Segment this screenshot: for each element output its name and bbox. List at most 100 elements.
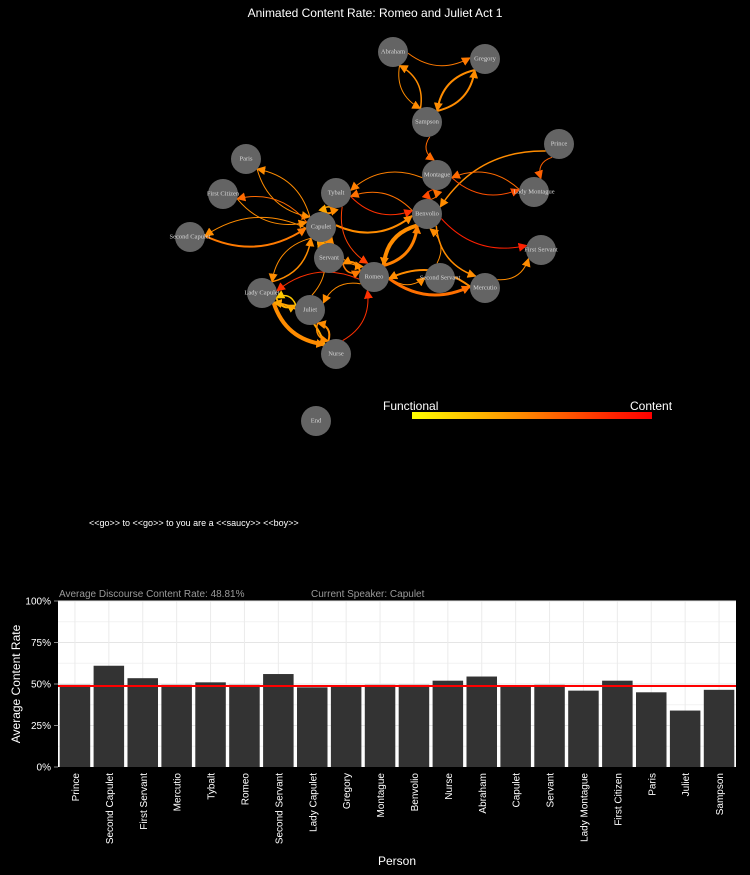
svg-text:Abraham: Abraham — [381, 48, 405, 55]
node-nurse: Nurse — [321, 339, 351, 369]
node-benvolio: Benvolio — [412, 199, 442, 229]
edge-abraham-to-sampson — [398, 65, 422, 109]
svg-text:Romeo: Romeo — [365, 273, 384, 280]
bar-second-servant — [263, 674, 294, 767]
node-servant: Servant — [314, 243, 344, 273]
node-lady-montague: Lady Montague — [513, 177, 555, 207]
edge-nurse-to-romeo — [342, 289, 373, 341]
edge-second-servant-to-benvolio — [429, 228, 442, 264]
node-mercutio: Mercutio — [470, 273, 500, 303]
x-tick-label: Servant — [546, 773, 557, 808]
node-gregory: Gregory — [470, 44, 500, 74]
edge-capulet-to-tybalt — [327, 206, 339, 216]
edge-paris-to-capulet — [256, 168, 311, 220]
svg-text:Montague: Montague — [424, 171, 450, 178]
node-first-citizen: First Citizen — [207, 179, 240, 209]
edge-lady-capulet-to-capulet — [271, 237, 315, 283]
legend-gradient-bar — [412, 412, 652, 419]
svg-text:Prince: Prince — [551, 140, 568, 147]
bar-first-servant — [127, 678, 159, 767]
gridlines — [58, 600, 736, 767]
node-end: End — [301, 406, 331, 436]
edge-first-citizen-to-capulet — [236, 198, 308, 229]
node-paris: Paris — [231, 144, 261, 174]
bar-montague — [364, 684, 396, 767]
bar-abraham — [466, 676, 498, 767]
x-tick-label: Romeo — [240, 773, 251, 806]
y-tick-label: 75% — [31, 638, 51, 649]
edge-gregory-to-sampson — [433, 69, 476, 112]
y-tick-label: 50% — [31, 680, 51, 691]
edge-lady-montague-to-montague — [450, 170, 520, 190]
edge-sampson-to-montague — [424, 136, 435, 161]
edge-sampson-to-gregory — [436, 69, 479, 112]
x-tick-label: Gregory — [342, 773, 353, 809]
svg-text:Lady Capulet: Lady Capulet — [244, 289, 279, 296]
svg-text:End: End — [311, 417, 322, 424]
node-montague: Montague — [422, 160, 452, 190]
node-second-servant: Second Servant — [420, 263, 460, 293]
edge-benvolio-to-montague — [430, 188, 443, 200]
svg-text:First Citizen: First Citizen — [207, 190, 240, 197]
bar-prince — [59, 684, 91, 767]
edge-abraham-to-gregory — [407, 52, 471, 67]
plot-area — [58, 601, 736, 767]
bar-nurse — [432, 680, 464, 767]
x-tick-label: Paris — [647, 773, 658, 796]
node-romeo: Romeo — [359, 262, 389, 292]
svg-text:Second Capulet: Second Capulet — [170, 233, 211, 240]
edge-servant-to-romeo — [342, 263, 361, 279]
chart-title: Animated Content Rate: Romeo and Juliet … — [247, 6, 503, 20]
svg-text:Mercutio: Mercutio — [473, 284, 497, 291]
edge-capulet-to-paris — [256, 166, 311, 218]
x-tick-label: Juliet — [681, 773, 692, 797]
edge-lady-capulet-to-nurse — [271, 301, 326, 348]
current-line-text: <<go>> to <<go>> to you are a <<saucy>> … — [89, 518, 299, 528]
edge-benvolio-to-first-servant — [440, 218, 528, 252]
node-tybalt: Tybalt — [321, 178, 351, 208]
x-tick-label: Second Capulet — [105, 773, 116, 844]
edge-tybalt-to-capulet — [318, 204, 330, 214]
average-rate-text: Average Discourse Content Rate: 48.81% — [59, 589, 245, 600]
x-tick-label: Lady Capulet — [308, 773, 319, 832]
edge-romeo-to-lady-capulet — [276, 271, 360, 292]
x-tick-label: Montague — [376, 773, 387, 818]
x-tick-label: Tybalt — [207, 773, 218, 800]
node-lady-capulet: Lady Capulet — [244, 278, 280, 308]
edge-montague-to-lady-montague — [451, 177, 521, 197]
edge-tybalt-to-benvolio — [350, 196, 414, 218]
x-axis-label: Person — [378, 854, 416, 868]
bar-first-citizen — [602, 680, 633, 767]
x-tick-label: First Citizen — [613, 773, 624, 826]
bar-second-capulet — [93, 665, 125, 767]
x-tick-label: Mercutio — [173, 773, 184, 812]
svg-text:Gregory: Gregory — [474, 55, 496, 62]
legend-high-label: Content — [630, 399, 673, 413]
bar-lady-capulet — [296, 687, 328, 767]
bar-mercutio — [161, 684, 192, 767]
edge-capulet-to-first-citizen — [236, 192, 308, 223]
edge-romeo-to-mercutio — [388, 277, 471, 297]
svg-text:Tybalt: Tybalt — [328, 189, 345, 196]
svg-text:Lady Montague: Lady Montague — [513, 188, 554, 195]
current-speaker-text: Current Speaker: Capulet — [311, 589, 425, 600]
svg-text:Capulet: Capulet — [311, 223, 331, 230]
bar-romeo — [229, 684, 260, 767]
x-tick-label: Capulet — [512, 773, 523, 808]
node-capulet: Capulet — [306, 212, 336, 242]
bar-sampson — [703, 689, 735, 767]
edge-romeo-to-juliet — [322, 282, 361, 304]
node-abraham: Abraham — [378, 37, 408, 67]
svg-text:First Servant: First Servant — [524, 246, 558, 253]
bar-gregory — [330, 686, 362, 767]
node-second-capulet: Second Capulet — [170, 222, 211, 252]
y-tick-label: 25% — [31, 721, 51, 732]
bar-lady-montague — [568, 690, 599, 767]
x-tick-label: Abraham — [478, 773, 489, 814]
node-prince: Prince — [544, 129, 574, 159]
bar-servant — [534, 684, 565, 767]
svg-text:Juliet: Juliet — [303, 306, 317, 313]
edge-montague-to-tybalt — [350, 171, 423, 191]
edge-capulet-to-lady-capulet — [268, 237, 312, 283]
node-sampson: Sampson — [412, 107, 442, 137]
